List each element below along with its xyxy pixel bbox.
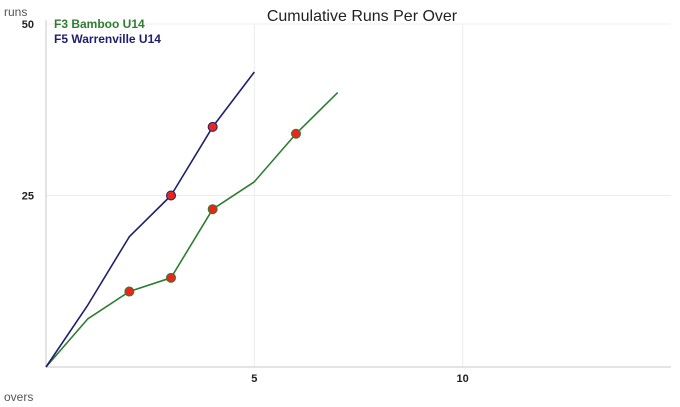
marker-layer [124,121,301,297]
y-tick-label: 25 [22,191,34,203]
y-axis-label: runs [4,5,27,19]
wicket-point [207,204,218,215]
wicket-point [207,121,218,132]
series-line-2 [45,71,255,368]
chart-title: Cumulative Runs Per Over [267,8,458,25]
legend-entry-1: F3 Bamboo U14 [54,17,145,31]
x-tick-label: 5 [251,373,257,385]
series-line-1 [45,92,339,368]
wicket-point [291,128,301,139]
wicket-point [124,286,135,297]
grid [46,23,671,367]
series-layer [45,71,339,368]
axes: 25 50 5 10 [22,19,671,385]
y-tick-label: 50 [22,19,34,31]
wicket-point [166,272,176,283]
x-axis-label: overs [4,390,33,404]
wicket-point [166,190,176,201]
legend-entry-2: F5 Warrenville U14 [54,32,161,46]
x-tick-label: 10 [457,373,469,385]
